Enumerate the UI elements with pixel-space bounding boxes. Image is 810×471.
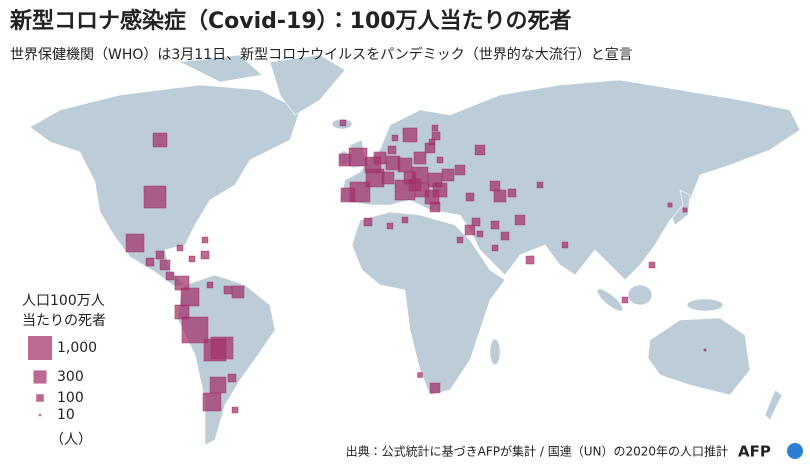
new-zealand — [764, 389, 783, 421]
death-marker — [381, 171, 395, 185]
death-marker — [493, 189, 507, 203]
death-marker — [402, 127, 418, 143]
death-marker — [429, 201, 441, 213]
death-marker — [210, 336, 234, 360]
death-marker — [188, 255, 196, 263]
new-guinea — [686, 298, 724, 312]
death-marker — [703, 348, 707, 352]
death-marker — [174, 275, 190, 291]
death-marker — [227, 373, 237, 383]
death-marker — [338, 153, 352, 167]
land — [29, 54, 801, 446]
death-marker — [201, 236, 209, 244]
legend-square — [38, 413, 42, 417]
madagascar — [489, 338, 501, 366]
sumatra — [597, 288, 623, 312]
death-marker — [340, 187, 356, 203]
death-marker — [561, 241, 569, 249]
death-marker — [209, 376, 227, 394]
arctic-islands — [178, 54, 263, 83]
logo-mark — [787, 443, 803, 459]
legend-unit: （人） — [50, 432, 92, 448]
death-marker — [176, 244, 184, 252]
markers — [125, 119, 707, 414]
death-marker — [431, 131, 441, 141]
death-marker — [476, 230, 484, 238]
death-marker — [441, 168, 455, 182]
title: 新型コロナ感染症（Covid-19）：100万人当たりの死者 — [9, 8, 572, 34]
death-marker — [682, 207, 688, 213]
death-marker — [391, 134, 399, 142]
death-marker — [206, 281, 214, 289]
legend-label: 10 — [57, 407, 75, 423]
death-marker — [474, 144, 486, 156]
death-marker — [200, 250, 210, 260]
death-marker — [525, 255, 535, 265]
death-marker — [621, 296, 629, 304]
africa — [351, 211, 506, 396]
japan — [671, 189, 691, 226]
subtitle: 世界保健機関（WHO）は3月11日、新型コロナウイルスをパンデミック（世界的な大… — [10, 46, 633, 63]
death-marker — [397, 157, 413, 173]
legend-title: 人口100万人 — [22, 293, 105, 309]
death-marker — [507, 188, 517, 198]
logo: AFP — [738, 443, 771, 461]
death-marker — [231, 285, 245, 299]
death-marker — [648, 261, 656, 269]
death-marker — [464, 224, 476, 236]
legend-square — [27, 335, 53, 361]
death-marker — [180, 287, 200, 307]
death-marker — [401, 216, 409, 224]
death-marker — [152, 132, 168, 148]
death-marker — [387, 145, 397, 155]
legend-square — [36, 394, 44, 402]
source: 出典：公式統計に基づきAFPが集計 / 国連（UN）の2020年の人口推計 — [346, 444, 728, 459]
death-marker — [436, 156, 444, 164]
death-marker — [174, 304, 190, 320]
death-marker — [223, 285, 233, 295]
death-marker — [490, 220, 500, 230]
legend-label: 100 — [57, 390, 84, 406]
death-marker — [514, 214, 526, 226]
death-marker — [536, 181, 544, 189]
death-marker — [145, 257, 155, 267]
death-marker — [143, 185, 167, 209]
death-marker — [339, 119, 347, 127]
legend-label: 1,000 — [57, 340, 97, 356]
death-marker — [454, 164, 466, 176]
death-marker — [417, 372, 423, 378]
greenland — [269, 54, 346, 116]
death-marker — [500, 231, 510, 241]
death-marker — [155, 250, 165, 260]
death-marker — [373, 151, 387, 165]
death-marker — [667, 202, 673, 208]
australia — [647, 317, 751, 396]
death-marker — [231, 406, 239, 414]
death-marker — [429, 382, 441, 394]
death-marker — [465, 192, 475, 202]
death-marker — [491, 244, 499, 252]
death-marker — [348, 147, 368, 167]
death-marker — [489, 180, 501, 192]
death-marker — [413, 151, 427, 165]
death-marker — [181, 316, 209, 344]
death-marker — [125, 233, 145, 253]
legend-square — [33, 370, 47, 384]
borneo — [627, 284, 653, 306]
death-marker — [471, 217, 481, 227]
death-marker — [159, 259, 171, 271]
death-marker — [456, 236, 464, 244]
death-marker — [386, 222, 394, 230]
legend-title: 当たりの死者 — [22, 313, 106, 329]
death-marker — [165, 271, 175, 281]
death-marker — [431, 124, 439, 132]
death-marker — [363, 217, 373, 227]
legend-label: 300 — [57, 369, 84, 385]
death-marker — [202, 392, 222, 412]
